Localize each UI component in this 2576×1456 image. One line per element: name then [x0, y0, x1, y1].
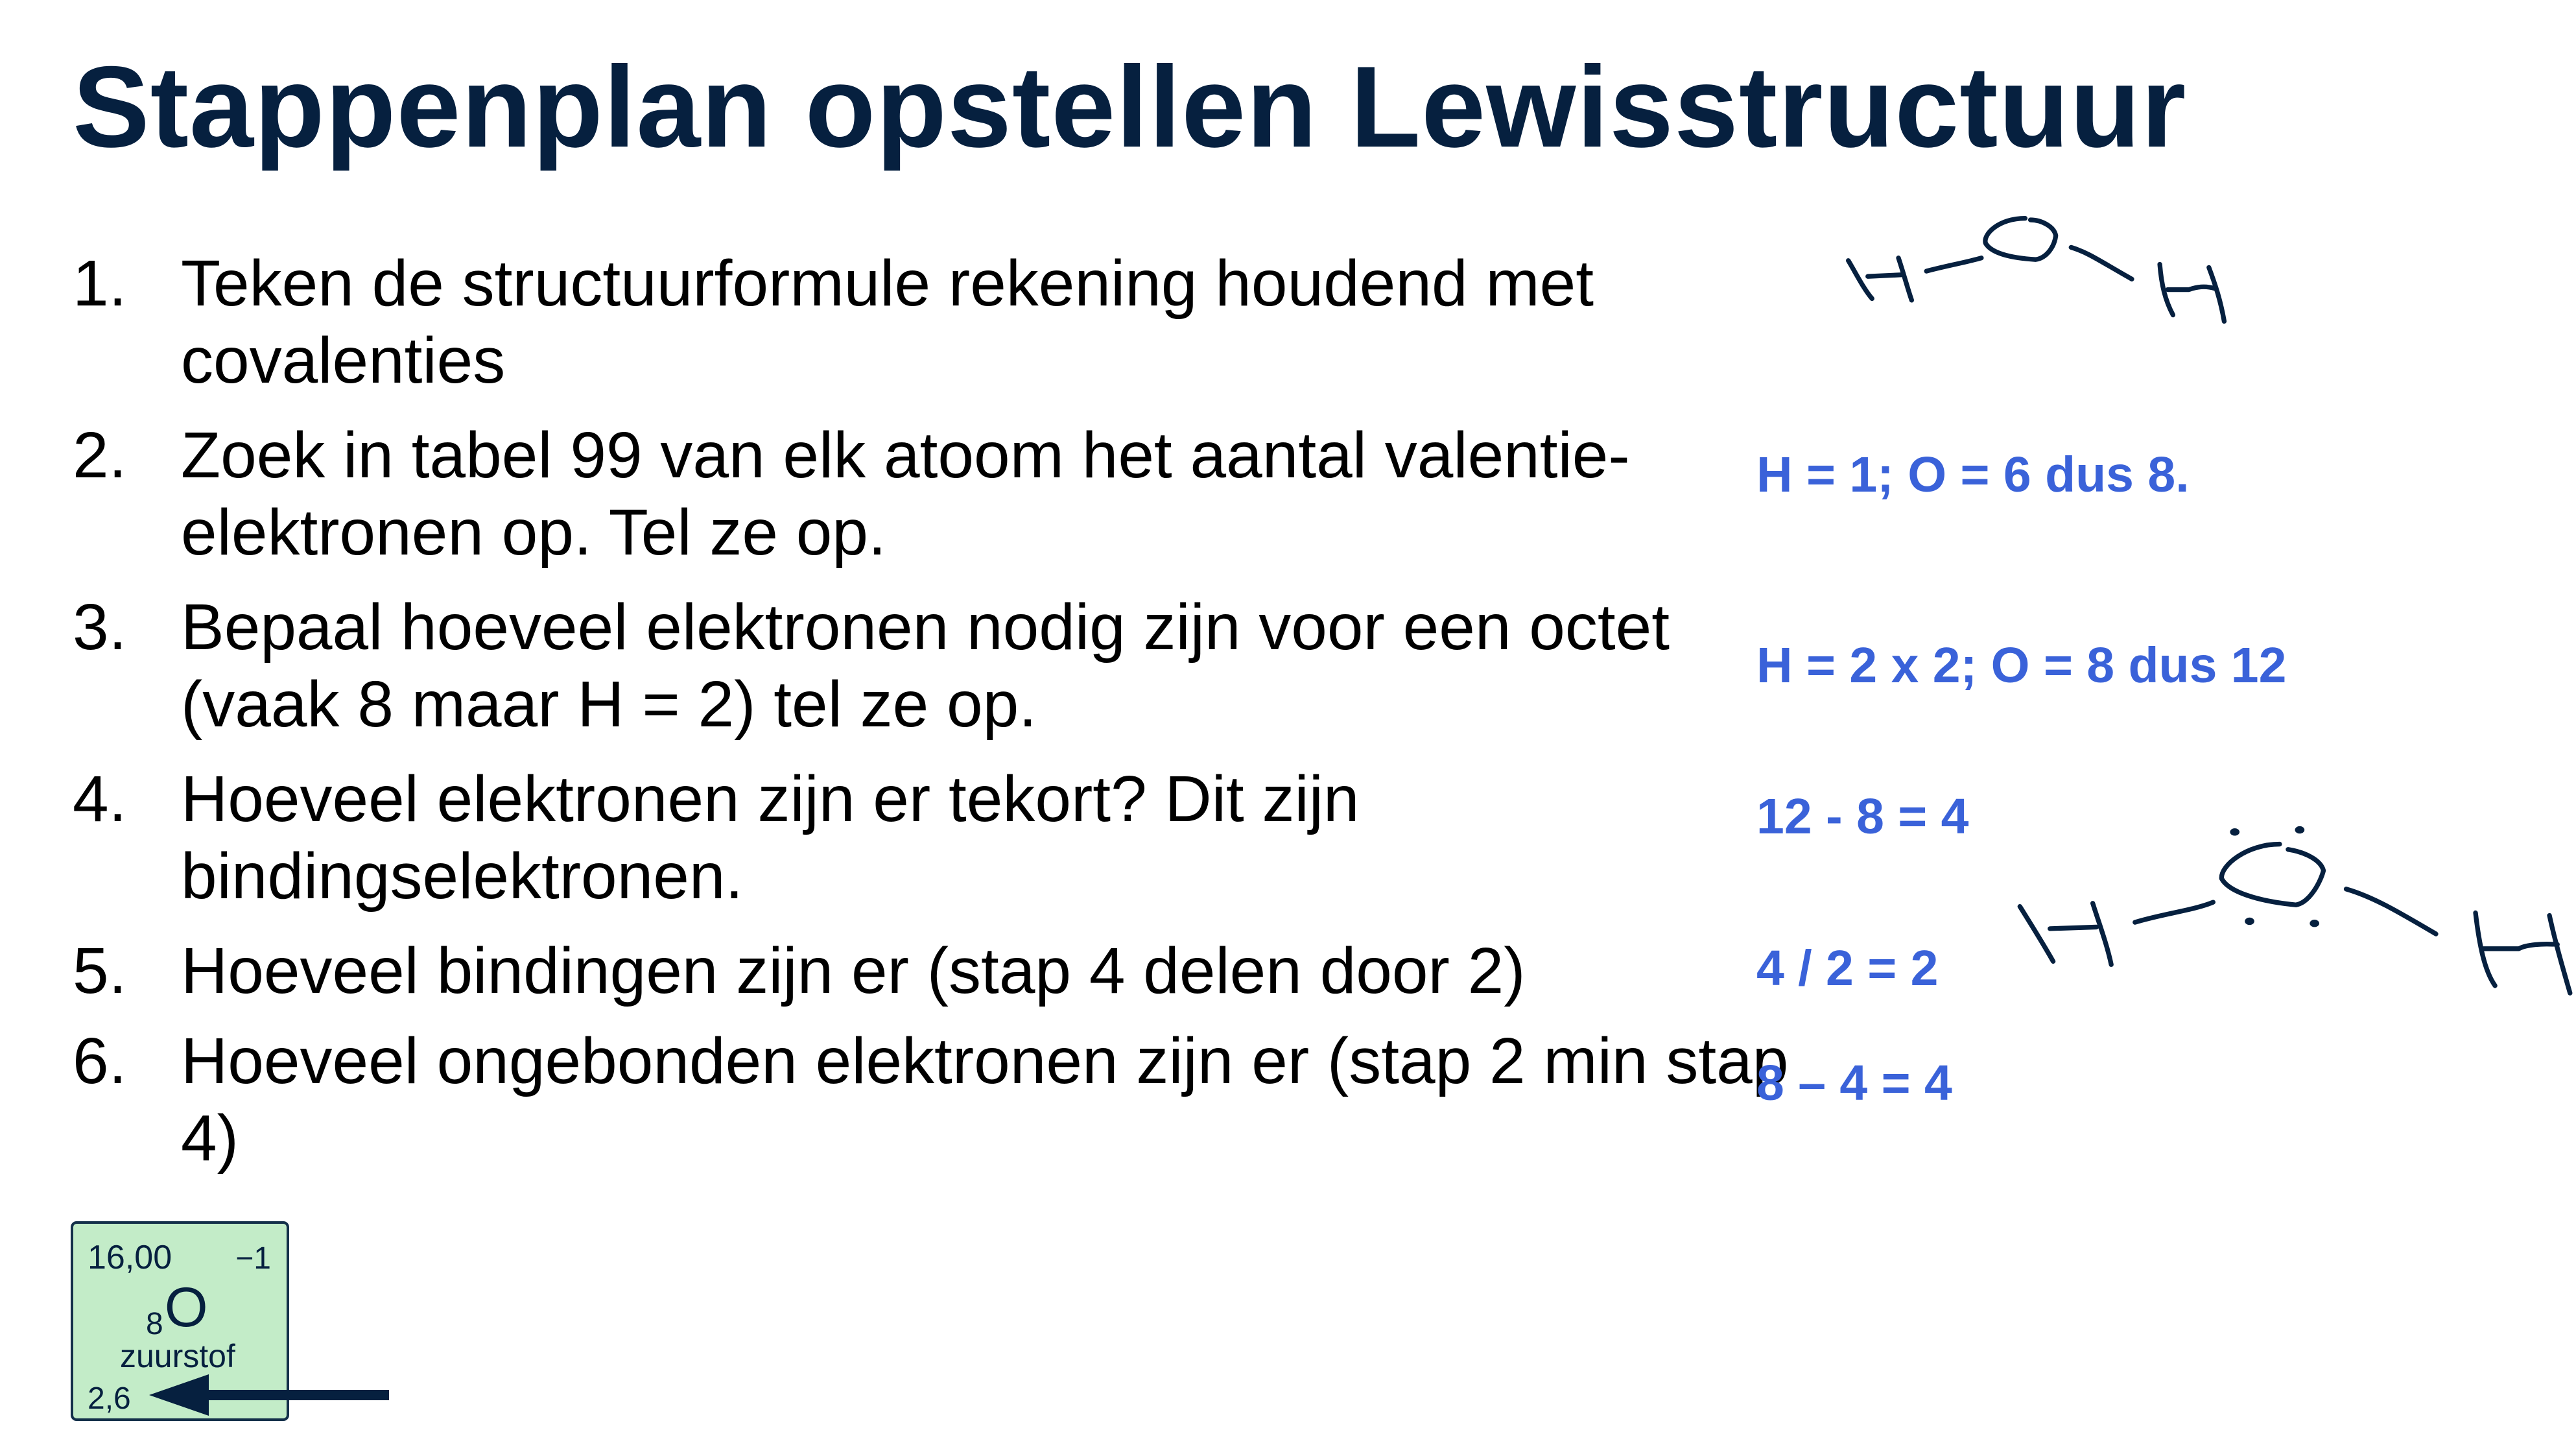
annotation-step-4: 12 - 8 = 4	[1756, 789, 1969, 844]
step-number: 2.	[73, 419, 127, 492]
page-title: Stappenplan opstellen Lewisstructuur	[73, 42, 2187, 171]
step-text: Hoeveel elektronen zijn er tekort? Dit z…	[181, 763, 1360, 913]
annotation-step-5: 4 / 2 = 2	[1756, 940, 1939, 996]
annotation-step-2: H = 1; O = 6 dus 8.	[1756, 447, 2190, 503]
step-text: Teken de structuurformule rekening houde…	[181, 247, 1594, 397]
step-item: 6. Hoeveel ongebonden elektronen zijn er …	[73, 1023, 1815, 1177]
step-text: Hoeveel ongebonden elektronen zijn er (s…	[181, 1025, 1789, 1175]
atomic-number: 8	[146, 1307, 163, 1341]
step-item: 1. Teken de structuurformule rekening hou…	[73, 245, 1815, 400]
step-text: Zoek in tabel 99 van elk atoom het aanta…	[181, 419, 1630, 569]
step-number: 4.	[73, 763, 127, 835]
element-name: zuurstof	[120, 1338, 235, 1374]
step-text: Bepaal hoeveel elektronen nodig zijn voo…	[181, 591, 1670, 741]
element-symbol: 8O	[146, 1276, 208, 1341]
step-item: 5. Hoeveel bindingen zijn er (stap 4 dele…	[73, 933, 1815, 1010]
lewis-structure-drawing	[2017, 826, 2573, 996]
step-item: 2. Zoek in tabel 99 van elk atoom het aan…	[73, 417, 1815, 571]
electron-configuration: 2,6	[88, 1381, 131, 1416]
step-number: 3.	[73, 591, 127, 663]
step-item: 3. Bepaal hoeveel elektronen nodig zijn v…	[73, 589, 1815, 743]
step-text: Hoeveel bindingen zijn er (stap 4 delen …	[181, 935, 1526, 1007]
annotation-step-6: 8 – 4 = 4	[1756, 1055, 1952, 1111]
atomic-mass: 16,00	[88, 1239, 172, 1276]
element-card-oxygen: 16,00 −1 8O zuurstof 2,6	[71, 1221, 289, 1421]
step-number: 1.	[73, 247, 127, 320]
step-number: 6.	[73, 1025, 127, 1097]
structural-formula-drawing	[1845, 215, 2227, 324]
oxidation-number: −1	[235, 1241, 271, 1276]
step-item: 4. Hoeveel elektronen zijn er tekort? Dit…	[73, 761, 1815, 915]
step-number: 5.	[73, 935, 127, 1007]
arrow-icon	[149, 1374, 389, 1416]
annotation-step-3: H = 2 x 2; O = 8 dus 12	[1756, 638, 2287, 693]
step-list: 1. Teken de structuurformule rekening hou…	[73, 245, 1815, 1195]
